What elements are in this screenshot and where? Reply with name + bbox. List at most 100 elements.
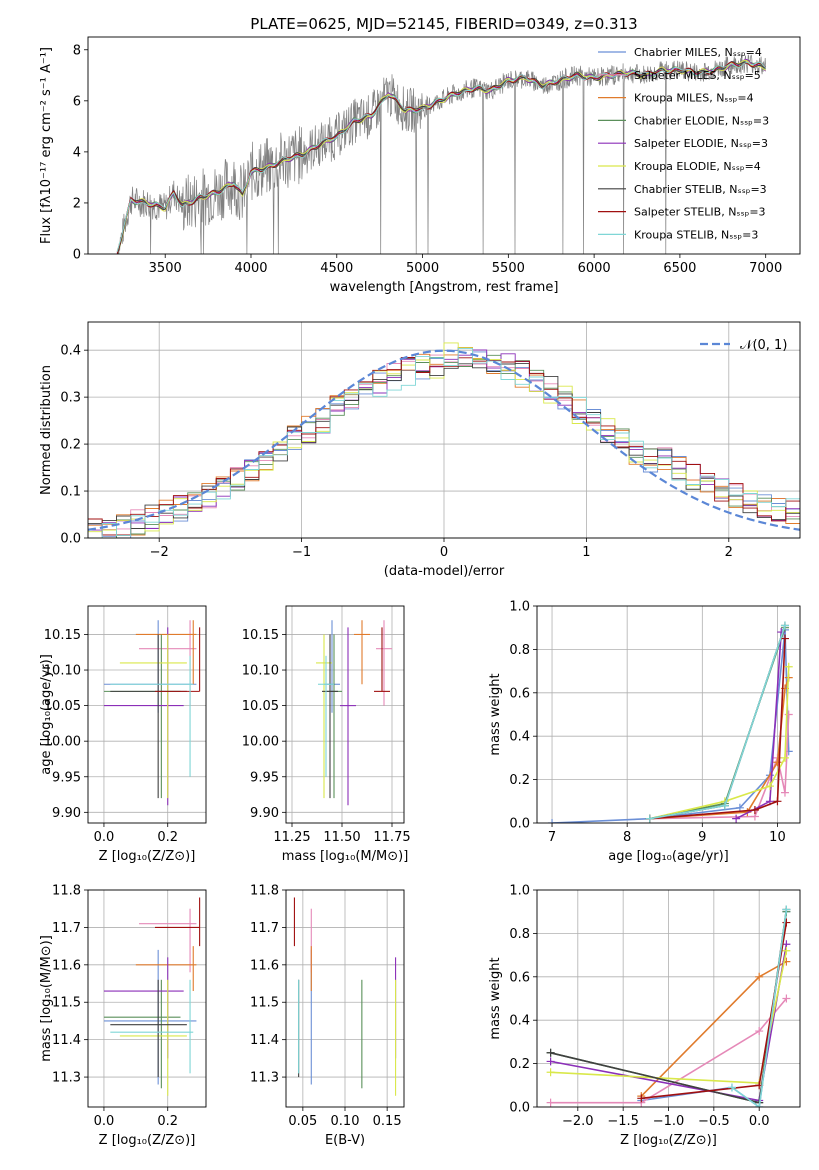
weight-line-kroupa-elodie [649,666,790,820]
x-axis-label: Z [log₁₀(Z/Z⊙)] [99,849,196,864]
y-tick-label: 6 [73,94,81,109]
y-tick-label: 11.4 [52,1033,81,1048]
plot-area-age_vs_Z [103,620,201,806]
weight-marker [773,758,782,767]
axes-frame [285,605,405,824]
y-tick-label: 10.00 [44,735,81,750]
plot-area-age_vs_mass [316,620,392,806]
y-tick-label: 9.95 [52,770,81,785]
y-tick-label: 0.2 [509,773,530,788]
y-axis-label: age [log₁₀(age/yr)] [39,654,54,775]
y-tick-label: 0.3 [60,391,81,406]
model-spectrum-kroupa-miles [116,61,767,252]
panel-age_vs_mass: 11.25 11.50 11.75 9.90 9.95 10.00 10.05 10.10 10… [242,605,411,864]
weight-marker [782,994,791,1003]
y-tick-label: 0.0 [60,532,81,547]
y-tick-label: 11.7 [52,921,81,936]
x-tick-label: 0.15 [373,1114,402,1129]
panel-mass_vs_EBV: 0.05 0.10 0.15 11.3 11.4 11.5 11.6 11.7 11.8 E(B-… [250,884,405,1148]
x-tick-label: 0.0 [94,830,115,845]
y-tick-label: 1.0 [509,884,530,899]
model-spectrum-chabrier-stelib [117,61,766,254]
weight-marker [732,814,741,823]
y-axis-label: Normed distribution [39,365,54,495]
weight-marker [782,946,791,955]
y-tick-label: 11.4 [250,1033,279,1048]
panels: 3500 4000 4500 5000 5500 6000 6500 7000 0 2 4 6 8 wav… [39,36,801,1148]
weight-marker [546,1068,555,1077]
x-axis-label: wavelength [Angstrom, rest frame] [330,280,559,295]
gaussian-curve [88,349,800,531]
x-tick-label: 3500 [149,261,182,276]
legend-entry: Chabrier ELODIE, Nₛₛₚ=3 [634,114,769,127]
weight-marker [548,819,557,823]
panel-age_vs_Z: 0.0 0.2 9.90 9.95 10.00 10.05 10.10 10.15 Z [log… [39,605,207,864]
weight-marker [780,634,789,643]
legend-entry: Kroupa MILES, Nₛₛₚ=4 [634,92,754,105]
x-tick-label: 6000 [578,261,611,276]
legend-entry: Salpeter STELIB, Nₛₛₚ=3 [634,206,766,219]
y-tick-label: 11.8 [52,884,81,899]
y-tick-label: 11.6 [52,958,81,973]
legend-entry: Salpeter ELODIE, Nₛₛₚ=3 [634,137,768,150]
y-tick-label: 0.8 [509,643,530,658]
y-tick-label: 11.8 [250,884,279,899]
y-tick-label: 10.15 [44,628,81,643]
legend-entry: Chabrier MILES, Nₛₛₚ=4 [634,46,762,59]
x-axis-label: Z [log₁₀(Z/Z⊙)] [99,1133,196,1148]
weight-marker [720,801,729,810]
y-tick-label: 0.2 [60,438,81,453]
y-tick-label: 9.90 [52,806,81,821]
y-axis-label: mass weight [488,957,503,1039]
weight-marker [755,972,764,981]
y-tick-label: 11.6 [250,958,279,973]
panel-spectrum: 3500 4000 4500 5000 5500 6000 6500 7000 0 2 4 6 8 wav… [39,36,801,295]
weight-marker [780,621,789,630]
x-tick-label: 8 [623,830,631,845]
axes-frame [87,605,207,824]
x-tick-label: 2 [725,545,733,560]
weight-marker [637,1094,646,1103]
x-tick-label: 4000 [234,261,267,276]
weight-line-kroupa-stelib [731,909,788,1107]
x-tick-label: −1.0 [653,1114,685,1129]
y-axis-label: mass weight [488,673,503,755]
weight-marker [780,788,789,797]
y-tick-label: 0.4 [509,730,530,745]
legend-entry: Kroupa STELIB, Nₛₛₚ=3 [634,228,758,241]
model-spectrum-chabrier-elodie [116,59,767,252]
weight-marker [546,1098,555,1107]
panel-weight_vs_Z: −2.0 −1.5 −1.0 −0.5 0.0 0.0 0.2 0.4 0.6 0.8 1.0 Z [… [488,884,801,1148]
plot-area-spectrum [116,54,767,254]
y-tick-label: 10.15 [242,628,279,643]
weight-marker [750,805,759,814]
y-tick-label: 11.3 [52,1071,81,1086]
plot-area-weight_vs_Z [546,905,791,1107]
weight-marker [755,1027,764,1036]
x-tick-label: 0.0 [749,1114,770,1129]
x-tick-label: 5000 [406,261,439,276]
y-tick-label: 0.2 [509,1057,530,1072]
y-tick-label: 10.05 [242,699,279,714]
panel-mass_vs_Z: 0.0 0.2 11.3 11.4 11.5 11.6 11.7 11.8 Z [log₁₀(Z… [39,884,207,1148]
x-tick-label: 0.2 [157,1114,178,1129]
x-tick-label: −2 [150,545,169,560]
x-tick-label: 9 [698,830,706,845]
model-spectrum-salpeter-elodie [116,59,766,254]
weight-marker [645,814,654,823]
plot-area-weight_vs_age [548,621,793,823]
weight-marker [755,1103,764,1107]
panel-weight_vs_age: 7 8 9 10 0.0 0.2 0.4 0.6 0.8 1.0 age [log₁₀(age/yr… [488,600,801,864]
y-tick-label: 0.1 [60,485,81,500]
axes-frame [87,889,207,1108]
x-tick-label: 5500 [492,261,525,276]
y-axis-label: mass [log₁₀(M/M⊙)] [39,935,54,1062]
y-tick-label: 0.6 [509,970,530,985]
y-tick-label: 0.4 [509,1014,530,1029]
y-tick-label: 0.4 [60,344,81,359]
y-tick-label: 10.10 [242,664,279,679]
weight-marker [765,782,774,791]
y-tick-label: 10.10 [44,664,81,679]
x-tick-label: 6500 [663,261,696,276]
legend-entry: Chabrier STELIB, Nₛₛₚ=3 [634,183,767,196]
